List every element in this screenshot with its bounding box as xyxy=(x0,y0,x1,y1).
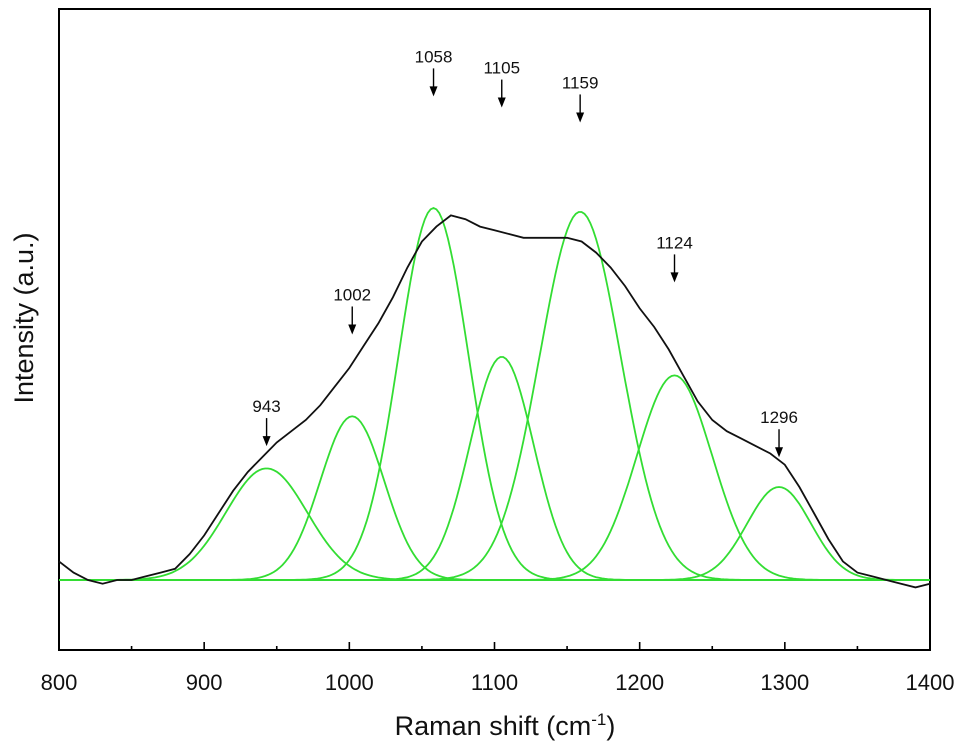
annotation-1296: 1296 xyxy=(760,408,798,458)
fit-peak-1105 xyxy=(59,356,930,581)
arrow-head-icon xyxy=(775,447,784,458)
x-axis-ticks: 800 900 1000 1100 1200 1300 1400 xyxy=(41,642,955,695)
x-tick-label: 800 xyxy=(41,670,78,695)
x-tick-label: 1400 xyxy=(906,670,955,695)
x-tick-label: 1300 xyxy=(760,670,809,695)
annotation-943: 943 xyxy=(252,397,281,447)
annotation-label: 1296 xyxy=(760,408,798,427)
peak-annotations: 943 1002 1058 1105 1159 1124 1296 xyxy=(252,47,798,458)
annotation-label: 943 xyxy=(252,397,280,416)
measured-spectrum-line xyxy=(58,214,931,589)
annotation-1124: 1124 xyxy=(656,233,693,283)
annotation-1159: 1159 xyxy=(562,73,599,123)
arrow-head-icon xyxy=(576,112,585,123)
annotation-label: 1159 xyxy=(562,73,599,92)
x-axis-title: Raman shift (cm-1) xyxy=(395,710,616,741)
arrow-head-icon xyxy=(429,86,438,97)
fit-peak-1159 xyxy=(59,211,930,581)
arrow-head-icon xyxy=(262,436,271,447)
x-tick-label: 1000 xyxy=(325,670,374,695)
y-axis-title: Intensity (a.u.) xyxy=(9,232,39,403)
annotation-label: 1058 xyxy=(415,47,453,66)
x-tick-label: 1100 xyxy=(471,670,518,695)
annotation-1002: 1002 xyxy=(333,285,371,335)
arrow-head-icon xyxy=(497,97,506,108)
fit-curves xyxy=(59,207,930,581)
fit-peak-1058 xyxy=(59,207,930,581)
annotation-1058: 1058 xyxy=(415,47,453,97)
x-tick-label: 900 xyxy=(186,670,223,695)
annotation-label: 1124 xyxy=(656,233,693,252)
annotation-label: 1002 xyxy=(333,285,371,304)
fit-peak-943 xyxy=(59,467,930,581)
x-tick-label: 1200 xyxy=(615,670,664,695)
annotation-1105: 1105 xyxy=(483,59,520,108)
fit-peak-1224 xyxy=(59,374,930,581)
annotation-label: 1105 xyxy=(483,59,520,78)
arrow-head-icon xyxy=(670,272,679,283)
arrow-head-icon xyxy=(348,324,357,335)
